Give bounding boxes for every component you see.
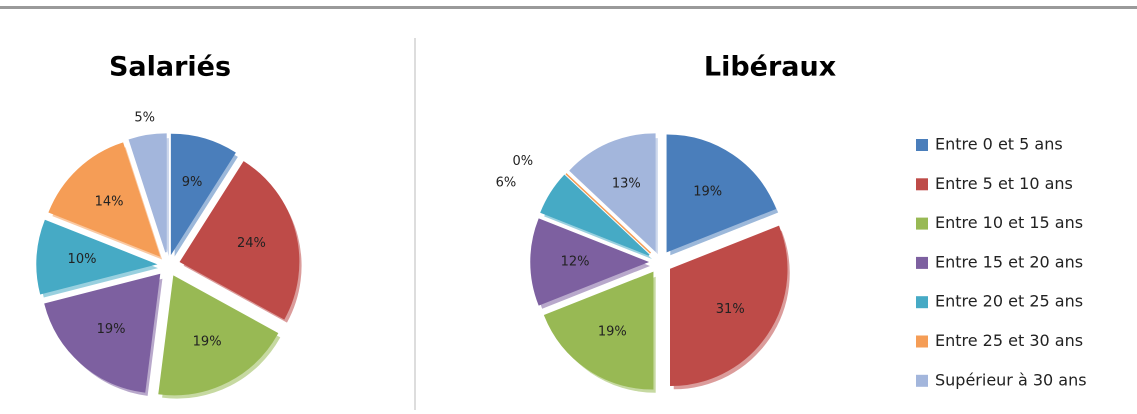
pie-slice — [540, 174, 650, 256]
legend-swatch — [916, 217, 928, 230]
pie-slice — [170, 133, 236, 256]
pie-slice — [44, 273, 161, 393]
legend-label: Entre 10 et 15 ans — [935, 213, 1083, 232]
legend-label: Entre 15 et 20 ans — [935, 252, 1083, 271]
data-label: 0% — [513, 154, 534, 169]
legend-swatch — [916, 374, 928, 387]
legend-label: Entre 25 et 30 ans — [935, 331, 1083, 350]
data-label: 6% — [496, 176, 517, 191]
data-label: 19% — [193, 334, 222, 349]
legend-swatch — [916, 335, 928, 348]
legend-label: Entre 0 et 5 ans — [935, 135, 1063, 154]
data-label: 9% — [182, 175, 203, 190]
legend-label: Supérieur à 30 ans — [935, 370, 1087, 389]
legend-swatch — [916, 256, 928, 269]
legend-swatch — [916, 139, 928, 151]
data-label: 19% — [693, 184, 722, 199]
legend-label: Entre 20 et 25 ans — [935, 292, 1083, 311]
pie-slice — [670, 225, 788, 387]
data-label: 5% — [134, 110, 155, 125]
legend-swatch — [916, 296, 928, 309]
data-label: 10% — [68, 252, 97, 267]
pie-slice — [530, 218, 650, 306]
data-label: 13% — [612, 177, 641, 192]
pie-slice — [48, 142, 161, 257]
legend-swatch — [916, 178, 928, 191]
top-rule — [0, 6, 1137, 9]
chart-title: Libéraux — [704, 52, 836, 83]
pie-slice — [36, 219, 158, 295]
data-label: 24% — [237, 236, 266, 251]
legend-label: Entre 5 et 10 ans — [935, 174, 1073, 193]
data-label: 19% — [598, 325, 627, 340]
pie-slice — [158, 275, 279, 396]
data-label: 12% — [561, 255, 590, 270]
chart-title: Salariés — [109, 52, 231, 83]
pie-slice — [543, 271, 654, 390]
pie-slice — [666, 134, 777, 253]
pie-slice — [569, 133, 656, 252]
data-label: 31% — [716, 302, 745, 317]
data-label: 19% — [97, 322, 126, 337]
pie-slice — [179, 161, 300, 320]
data-label: 14% — [95, 195, 124, 210]
pie-slice — [128, 133, 167, 253]
